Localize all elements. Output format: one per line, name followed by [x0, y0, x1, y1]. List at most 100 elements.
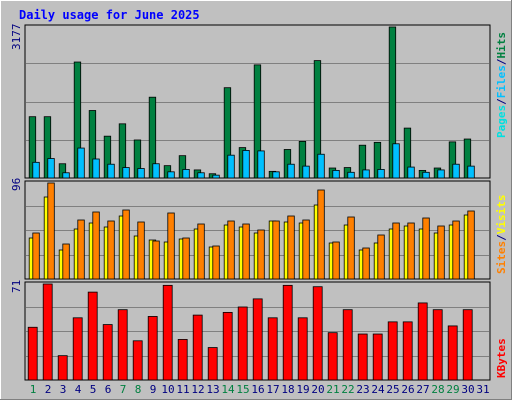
bar-kbytes-day-27	[417, 302, 428, 381]
bar-sites-day-3	[62, 243, 70, 280]
legend-files: Files	[495, 65, 508, 98]
bar-kbytes-day-1	[27, 326, 38, 381]
bar-files-day-14	[227, 154, 235, 179]
bar-files-day-9	[152, 163, 160, 179]
bar-sites-day-19	[302, 219, 310, 280]
bar-files-day-24	[377, 169, 385, 179]
x-tick-label-day-18: 18	[281, 383, 294, 396]
bar-files-day-23	[362, 169, 370, 179]
bar-kbytes-day-14	[222, 311, 233, 381]
bar-kbytes-day-3	[57, 355, 68, 381]
x-tick-label-day-1: 1	[30, 383, 37, 396]
bar-sites-day-21	[332, 241, 340, 280]
x-tick-label-day-8: 8	[135, 383, 142, 396]
x-tick-label-day-15: 15	[236, 383, 249, 396]
kbytes-series	[27, 283, 473, 381]
bar-kbytes-day-6	[102, 324, 113, 381]
bar-files-day-17	[272, 171, 280, 179]
legend-sites: Sites	[495, 241, 508, 274]
legend-kbytes: KBytes	[495, 338, 508, 378]
bar-sites-day-25	[392, 222, 400, 280]
bar-kbytes-day-18	[282, 284, 293, 381]
legend-separator: /	[495, 234, 508, 241]
y-max-label-hits: 3177	[10, 24, 23, 51]
bar-sites-day-27	[422, 217, 430, 280]
bar-files-day-21	[332, 169, 340, 179]
bar-kbytes-day-7	[117, 309, 128, 381]
bar-kbytes-day-19	[297, 317, 308, 381]
x-tick-labels: 1 2 3 4 5 6 7 8 9 10 11 12 13 14 15 16 17 18 19 20 21 22 23 24 2…	[30, 383, 490, 396]
bar-files-day-5	[92, 158, 100, 179]
bar-kbytes-day-13	[207, 347, 218, 381]
files-series	[32, 143, 475, 179]
x-tick-label-day-9: 9	[150, 383, 157, 396]
bar-kbytes-day-11	[177, 339, 188, 381]
bar-files-day-4	[77, 147, 85, 179]
bar-files-day-3	[62, 172, 70, 179]
bar-files-day-18	[287, 163, 295, 179]
x-tick-label-day-30: 30	[461, 383, 474, 396]
bar-files-day-15	[242, 150, 250, 179]
bar-files-day-6	[107, 163, 115, 179]
bar-sites-day-29	[452, 220, 460, 280]
x-tick-label-day-21: 21	[326, 383, 339, 396]
bar-kbytes-day-8	[132, 340, 143, 381]
bar-kbytes-day-25	[387, 321, 398, 381]
bar-sites-day-16	[257, 229, 265, 280]
bar-sites-day-2	[47, 182, 55, 280]
bar-files-day-8	[137, 168, 145, 179]
bar-files-day-25	[392, 143, 400, 179]
x-tick-label-day-16: 16	[251, 383, 264, 396]
bar-sites-day-24	[377, 234, 385, 280]
bar-kbytes-day-29	[447, 325, 458, 381]
side-label-visits-panel: Sites/Visits	[495, 195, 508, 275]
bar-files-day-27	[422, 171, 430, 179]
bar-sites-day-6	[107, 220, 115, 280]
x-tick-label-day-20: 20	[311, 383, 324, 396]
sites-series	[32, 182, 475, 280]
bar-sites-day-28	[437, 225, 445, 280]
bar-kbytes-day-5	[87, 291, 98, 381]
x-tick-label-day-27: 27	[416, 383, 429, 396]
bar-files-day-16	[257, 150, 265, 179]
bar-files-day-2	[47, 158, 55, 179]
bar-kbytes-day-21	[327, 332, 338, 381]
bar-sites-day-26	[407, 222, 415, 280]
bar-kbytes-day-2	[42, 283, 53, 381]
bar-kbytes-day-10	[162, 284, 173, 381]
bar-files-day-12	[197, 172, 205, 179]
y-max-label-kbytes: 71	[10, 280, 23, 293]
bar-files-day-22	[347, 171, 355, 179]
bar-files-day-10	[167, 171, 175, 179]
bar-sites-day-5	[92, 211, 100, 280]
bar-kbytes-day-12	[192, 314, 203, 381]
bar-sites-day-13	[212, 245, 220, 280]
bar-sites-day-23	[362, 247, 370, 280]
bar-files-day-20	[317, 153, 325, 179]
bar-sites-day-15	[242, 223, 250, 280]
bar-sites-day-22	[347, 216, 355, 280]
bar-files-day-28	[437, 169, 445, 179]
side-label-hits-panel: Pages/Files/Hits	[495, 32, 508, 138]
legend-pages: Pages	[495, 105, 508, 138]
x-tick-label-day-17: 17	[266, 383, 279, 396]
legend-separator: /	[495, 98, 508, 105]
bar-kbytes-day-16	[252, 298, 263, 381]
bar-kbytes-day-28	[432, 309, 443, 381]
x-tick-label-day-28: 28	[431, 383, 444, 396]
bar-sites-day-9	[152, 240, 160, 280]
y-max-label-visits: 96	[10, 178, 23, 191]
x-tick-label-day-29: 29	[446, 383, 459, 396]
bar-files-day-26	[407, 166, 415, 179]
x-tick-label-day-5: 5	[90, 383, 97, 396]
bar-kbytes-day-22	[342, 309, 353, 381]
bar-sites-day-30	[467, 210, 475, 280]
x-tick-label-day-14: 14	[221, 383, 235, 396]
bar-sites-day-17	[272, 220, 280, 280]
x-tick-label-day-25: 25	[386, 383, 399, 396]
bar-sites-day-20	[317, 189, 325, 280]
x-tick-label-day-11: 11	[176, 383, 189, 396]
x-tick-label-day-24: 24	[371, 383, 385, 396]
